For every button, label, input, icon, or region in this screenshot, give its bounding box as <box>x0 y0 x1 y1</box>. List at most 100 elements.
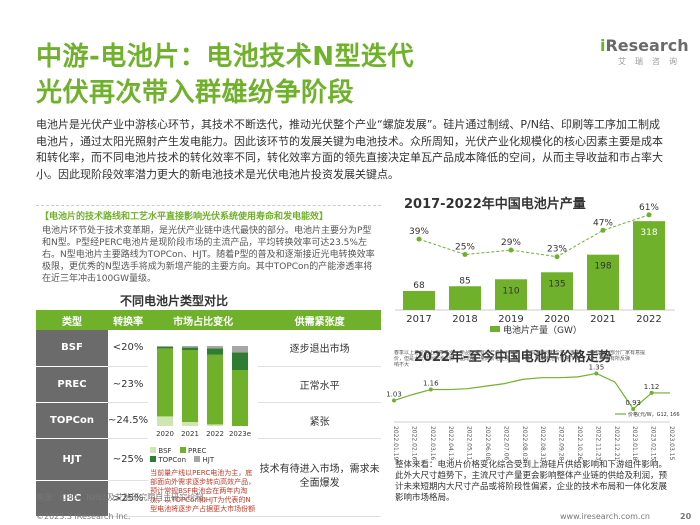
bar-value-label: 85 <box>459 276 470 286</box>
price-point <box>631 407 636 411</box>
panel-body: 电池片环节处于技术变革期，是光伏产业链中迭代最快的部分。电池片主要分为P型和N型… <box>42 226 375 284</box>
legend-bsf: BSF <box>158 447 172 455</box>
share-segment <box>232 370 249 426</box>
production-bar <box>633 221 665 310</box>
price-point <box>392 398 396 403</box>
share-segment <box>157 346 174 347</box>
x-tick-label: 2021 <box>181 430 199 438</box>
price-line-chart: 1.03 1.16 1.35 0.931.12 2022.01.19 2022.02.16… <box>386 350 680 460</box>
rate-cell: ~23% <box>108 366 149 403</box>
tech-panel: 【电池片的技术路线和工艺水平直接影响光伏系统使用寿命和发电能效】 电池片环节处于… <box>36 205 381 285</box>
production-bar-chart: 68 2017 85 2018 110 2019 135 2020 198 2021 318 2022… <box>395 203 675 336</box>
share-segment <box>182 346 199 348</box>
bar-value-label: 198 <box>594 262 611 272</box>
x-tick-label: 2023.01.18 <box>631 426 638 460</box>
x-tick-label: 2022.01.19 <box>392 426 399 460</box>
tension-cell: 正常水平 <box>258 366 381 403</box>
type-cell: TOPCon <box>36 402 108 439</box>
col-header-tension: 供需紧张度 <box>258 310 381 330</box>
x-tick-label: 2021 <box>590 314 615 325</box>
production-bar <box>495 279 527 310</box>
logo-text-rest: Research <box>605 36 689 55</box>
share-segment <box>182 422 199 426</box>
table-row: TOPCon ~24.5% 紧张 <box>36 402 381 439</box>
share-chart-legend: BSF PREC TOPCon HJT <box>148 445 258 467</box>
growth-label: 47% <box>593 218 613 228</box>
x-tick-label: 2022.05.11 <box>466 426 473 460</box>
x-tick-label: 2022.09.28 <box>558 426 565 460</box>
share-segment <box>157 416 174 426</box>
table-row: PREC ~23% 正常水平 <box>36 366 381 403</box>
growth-label: 61% <box>639 203 659 213</box>
x-tick-label: 2022.02.16 <box>410 426 417 460</box>
page-title: 中游-电池片：电池技术N型迭代 <box>36 42 415 72</box>
rate-cell: ~24.5% <box>108 402 149 439</box>
price-annotation: 春季以上游价格上涨带来涨价，但是大尺寸对电池片影响不大 <box>394 350 454 368</box>
x-tick-label: 2019 <box>498 314 523 325</box>
x-tick-label: 2017 <box>406 314 431 325</box>
rate-cell: >25% <box>108 480 149 517</box>
growth-point <box>554 254 560 260</box>
share-segment <box>207 354 224 425</box>
price-label: 1.03 <box>386 391 402 399</box>
growth-label: 29% <box>501 238 521 248</box>
growth-point <box>600 227 606 233</box>
growth-label: 25% <box>455 243 475 253</box>
legend-label: 电池片产量（GW） <box>503 324 582 336</box>
col-header-type: 类型 <box>36 310 108 330</box>
production-bar <box>403 291 435 310</box>
legend-prec: PREC <box>188 447 207 455</box>
price-label: 1.12 <box>644 383 660 391</box>
rate-cell: ~25% <box>108 438 149 481</box>
source-note: 来源：CPIA，NREL及艾瑞研究院自主研究绘制。 <box>36 493 212 502</box>
tension-cell: 逐步退出市场 <box>258 330 381 367</box>
x-tick-label: 2020 <box>156 430 174 438</box>
x-tick-label: 2022.03.16 <box>429 426 436 460</box>
price-line <box>393 372 670 410</box>
table-row: IBC >25% <box>36 480 381 517</box>
x-tick-label: 2022.04.13 <box>447 426 454 460</box>
x-tick-label: 2023e <box>229 430 251 438</box>
type-cell: HJT <box>36 438 108 481</box>
x-tick-label: 2022.06.08 <box>484 426 491 460</box>
x-tick-label: 2022 <box>636 314 661 325</box>
x-tick-label: 2022.12.21 <box>613 426 620 460</box>
x-tick-label: 2022.10.26 <box>576 426 583 460</box>
logo-subtext: 艾瑞咨询 <box>618 57 686 66</box>
copyright: ©2023.3 iResearch Inc. <box>36 512 131 521</box>
bar-value-label: 68 <box>413 281 425 291</box>
share-segment <box>182 350 199 422</box>
share-segment <box>232 346 249 353</box>
rate-cell: <20% <box>108 330 149 367</box>
comparison-table: 类型 转换率 市场占比变化 供需紧张度 BSF <20% 2020 2021 202… <box>36 310 381 517</box>
table-title: 不同电池片类型对比 <box>120 294 229 308</box>
price-annotation: 第四季度硅料价格严重下降，带动电池片价格下降 <box>525 350 580 362</box>
panel-heading: 【电池片的技术路线和工艺水平直接影响光伏系统使用寿命和发电能效】 <box>40 212 329 222</box>
x-tick-label: 2022 <box>206 430 224 438</box>
price-point <box>428 387 433 392</box>
production-bar <box>587 254 619 310</box>
type-cell: IBC <box>36 480 108 517</box>
x-tick-label: 2020 <box>544 314 569 325</box>
price-point <box>649 390 654 395</box>
market-share-mini-chart: 2020 2021 2022 2023e <box>156 346 251 438</box>
price-chart-title: 2022年-至今中国电池片价格走势 <box>414 350 612 365</box>
production-bar <box>449 286 481 310</box>
type-cell: BSF <box>36 330 108 367</box>
page-subtitle: 光伏再次带入群雄纷争阶段 <box>36 78 355 108</box>
table-row: BSF <20% 2020 2021 2022 2023e BSF PREC TOPC… <box>36 330 381 517</box>
growth-point <box>462 252 468 257</box>
col-header-rate: 转换率 <box>108 310 149 330</box>
legend-hjt: HJT <box>202 456 215 464</box>
share-segment <box>207 346 224 349</box>
intro-paragraph: 电池片是光伏产业中游核心环节，其技术不断迭代，推动光伏整个产业“螺旋发展”。硅片… <box>36 118 663 182</box>
bar-value-label: 135 <box>548 279 565 289</box>
tension-cell: 紧张 <box>258 402 381 439</box>
type-cell: PREC <box>36 366 108 403</box>
price-label: 1.16 <box>423 380 439 388</box>
share-segment <box>207 424 224 426</box>
legend-swatch <box>490 326 500 332</box>
growth-label: 23% <box>547 245 567 255</box>
growth-line <box>418 214 650 258</box>
production-chart-title: 2017-2022年中国电池片产量 <box>404 197 586 212</box>
